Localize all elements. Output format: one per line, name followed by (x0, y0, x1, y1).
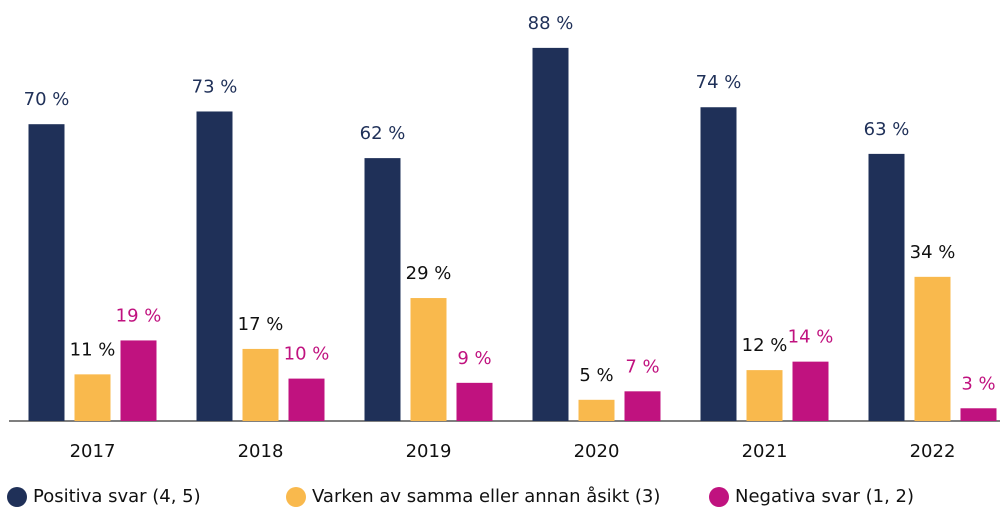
data-label: 3 % (961, 373, 995, 394)
bar (746, 370, 783, 421)
data-label: 29 % (406, 263, 452, 284)
bar (74, 374, 111, 421)
data-label: 63 % (864, 119, 910, 140)
x-tick-label: 2022 (910, 441, 956, 462)
bar (700, 107, 737, 422)
data-label: 7 % (625, 356, 659, 377)
data-label: 62 % (360, 123, 406, 144)
data-label: 74 % (696, 72, 742, 93)
bar (868, 153, 905, 421)
bar (624, 391, 661, 421)
data-label: 9 % (457, 348, 491, 369)
bar (242, 348, 279, 421)
x-tick-label: 2018 (238, 441, 284, 462)
bar (364, 158, 401, 421)
x-tick-label: 2017 (70, 441, 116, 462)
data-label: 5 % (579, 365, 613, 386)
bar (578, 399, 615, 421)
legend-label: Varken av samma eller annan åsikt (3) (312, 486, 660, 507)
legend-swatch (286, 487, 306, 507)
data-label: 88 % (528, 13, 574, 34)
x-tick-label: 2021 (742, 441, 788, 462)
legend-swatch (709, 487, 729, 507)
x-tick-label: 2020 (574, 441, 620, 462)
data-label: 70 % (24, 89, 70, 110)
data-label: 34 % (910, 242, 956, 263)
bar (410, 298, 447, 421)
data-label: 14 % (788, 327, 834, 348)
bar (456, 382, 493, 421)
bar (28, 124, 65, 421)
data-label: 19 % (116, 305, 162, 326)
data-label: 11 % (70, 339, 116, 360)
x-tick-label: 2019 (406, 441, 452, 462)
data-label: 17 % (238, 314, 284, 335)
legend-label: Negativa svar (1, 2) (735, 486, 914, 507)
bar (960, 408, 997, 421)
bar (914, 276, 951, 421)
bar (288, 378, 325, 421)
bar (532, 47, 569, 421)
legend-label: Positiva svar (4, 5) (33, 486, 201, 507)
legend-swatch (7, 487, 27, 507)
data-label: 10 % (284, 344, 330, 365)
bar (196, 111, 233, 421)
data-label: 73 % (192, 76, 238, 97)
bar (792, 361, 829, 421)
data-label: 12 % (742, 335, 788, 356)
bar (120, 340, 157, 421)
